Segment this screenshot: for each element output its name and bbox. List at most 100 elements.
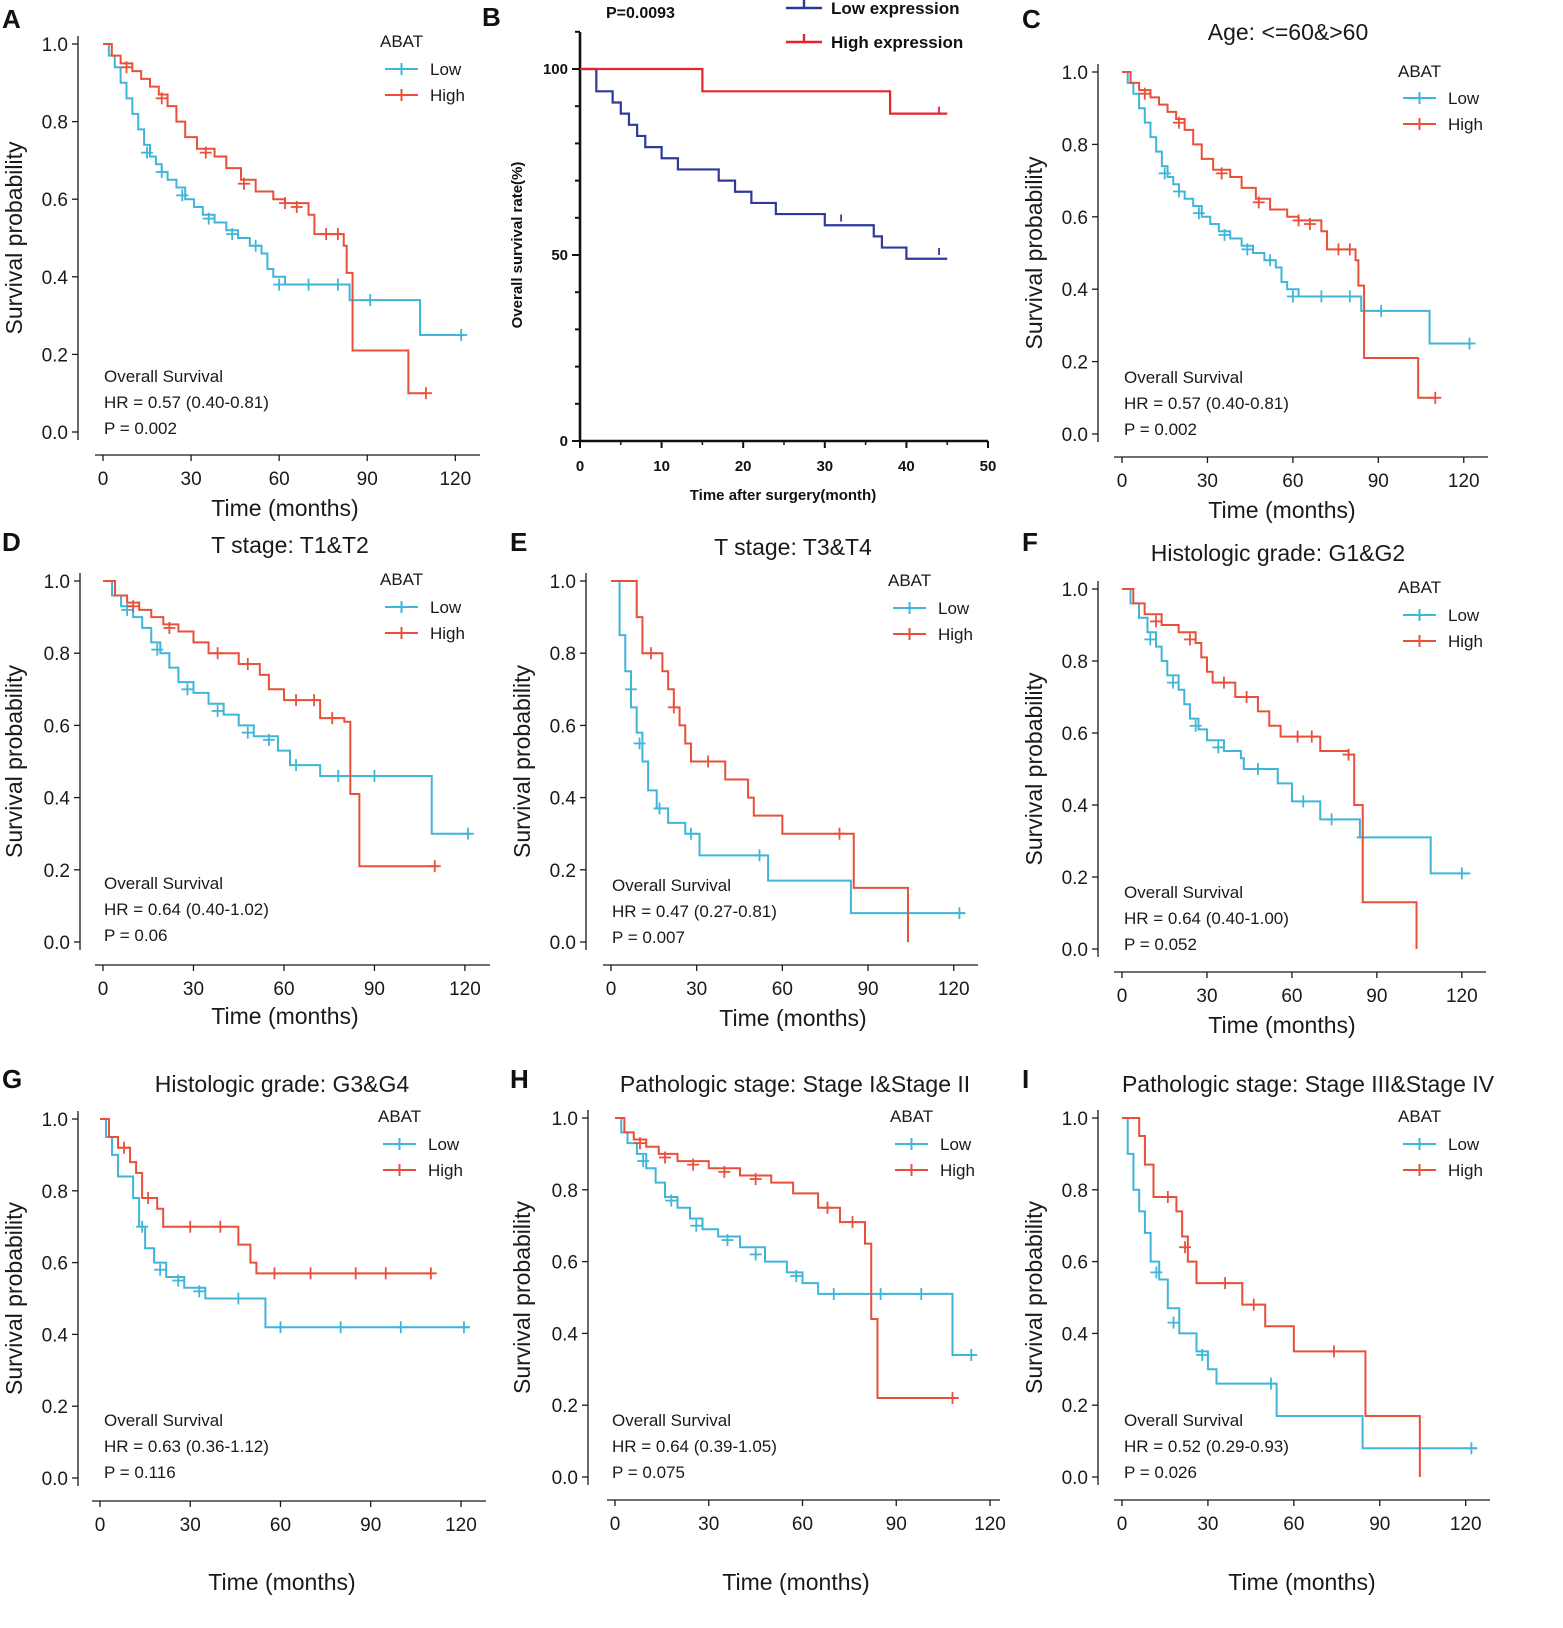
x-tick-label: 0 <box>95 1515 106 1536</box>
p-value: P = 0.007 <box>612 928 685 947</box>
x-tick-label: 20 <box>735 458 752 475</box>
y-axis-label: Survival probability <box>1021 1200 1047 1394</box>
y-axis-label: Survival probability <box>1021 156 1047 350</box>
panel-letter: A <box>2 4 21 34</box>
km-plot-a: A 0.0 0.2 0.4 0.6 0.8 1.0 0 30 60 90 120 Time (month… <box>1 4 480 521</box>
km-plot-b: B P=0.0093 0 50 100 0 10 20 30 40 50 Time after sur… <box>482 0 996 504</box>
y-tick-label: 0.8 <box>1062 135 1088 156</box>
legend-label-high: High <box>938 625 973 644</box>
x-tick-label: 90 <box>1368 471 1389 492</box>
p-value: P = 0.116 <box>104 1463 176 1482</box>
x-tick-label: 0 <box>98 469 109 490</box>
y-axis-label: Survival probability <box>1021 672 1047 866</box>
panel-letter: D <box>2 527 21 557</box>
p-value: P=0.0093 <box>606 5 675 22</box>
km-curve-low <box>615 1117 975 1356</box>
panel-i: I Pathologic stage: Stage III&Stage IV 0.0… <box>1020 1060 1541 1600</box>
x-tick-label: 120 <box>439 469 471 490</box>
y-tick-label: 0.0 <box>42 423 68 444</box>
panel-f: F Histologic grade: G1&G2 0.0 0.2 0.4 0.6 0.8 1… <box>1020 523 1541 1063</box>
panel-title: T stage: T1&T2 <box>211 532 369 558</box>
y-tick-label: 0.4 <box>42 1325 69 1346</box>
km-curve-high <box>1122 1117 1421 1477</box>
km-plot-f: F Histologic grade: G1&G2 0.0 0.2 0.4 0.6 0.8 1… <box>1021 527 1486 1038</box>
hazard-ratio: HR = 0.47 (0.27-0.81) <box>612 902 777 921</box>
panel-letter: F <box>1022 527 1038 557</box>
y-tick-label: 0.8 <box>44 644 70 665</box>
x-axis-label: Time (months) <box>1208 497 1355 523</box>
x-tick-label: 30 <box>1197 471 1218 492</box>
x-tick-label: 0 <box>606 979 617 1000</box>
y-tick-label: 0.0 <box>550 933 576 954</box>
y-tick-label: 0.0 <box>1062 1468 1088 1489</box>
legend-label-high: High <box>430 86 465 105</box>
legend-title: ABAT <box>380 570 423 589</box>
legend-title: ABAT <box>1398 578 1441 597</box>
stats-heading: Overall Survival <box>612 1411 731 1430</box>
x-tick-label: 0 <box>98 979 109 1000</box>
x-tick-label: 90 <box>357 469 378 490</box>
legend-label-low: Low expression <box>831 0 959 18</box>
legend-label-low: Low <box>430 598 462 617</box>
y-tick-label: 0.2 <box>552 1396 578 1417</box>
panel-d: D T stage: T1&T2 0.0 0.2 0.4 0.6 0.8 1.0 0 30 60 90… <box>0 523 521 1063</box>
y-tick-label: 100 <box>543 61 568 78</box>
panel-h: H Pathologic stage: Stage I&Stage II 0.0 0.… <box>508 1060 1029 1600</box>
y-tick-label: 0.0 <box>42 1469 68 1490</box>
y-tick-label: 1.0 <box>1062 63 1088 84</box>
x-axis-label: Time after surgery(month) <box>690 487 876 504</box>
stats-heading: Overall Survival <box>1124 883 1243 902</box>
legend-label-high: High <box>430 624 465 643</box>
hazard-ratio: HR = 0.57 (0.40-0.81) <box>104 393 269 412</box>
y-tick-label: 0.2 <box>1062 868 1088 889</box>
hazard-ratio: HR = 0.63 (0.36-1.12) <box>104 1437 269 1456</box>
x-tick-label: 120 <box>1446 986 1478 1007</box>
y-tick-label: 0.2 <box>1062 353 1088 374</box>
y-tick-label: 1.0 <box>552 1109 578 1130</box>
x-axis-label: Time (months) <box>719 1005 866 1031</box>
y-tick-label: 0.8 <box>552 1181 578 1202</box>
legend-label-low: Low <box>938 599 970 618</box>
km-curve-low-expression <box>580 67 948 260</box>
hazard-ratio: HR = 0.64 (0.40-1.00) <box>1124 909 1289 928</box>
panel-letter: G <box>2 1064 22 1094</box>
legend-title: ABAT <box>1398 62 1441 81</box>
y-axis-label: Survival probability <box>1 1201 27 1395</box>
x-tick-label: 60 <box>792 1514 813 1535</box>
x-tick-label: 30 <box>183 979 204 1000</box>
x-tick-label: 120 <box>445 1515 477 1536</box>
x-tick-label: 120 <box>938 979 970 1000</box>
x-tick-label: 90 <box>886 1514 907 1535</box>
panel-title: Histologic grade: G3&G4 <box>155 1071 410 1097</box>
y-axis-label: Survival probability <box>509 664 535 858</box>
y-tick-label: 1.0 <box>44 572 70 593</box>
y-tick-label: 0.0 <box>1062 425 1088 446</box>
x-tick-label: 40 <box>898 458 915 475</box>
legend-title: ABAT <box>888 571 931 590</box>
legend-label-high: High expression <box>831 33 963 52</box>
legend-label-high: High <box>1448 115 1483 134</box>
x-tick-label: 30 <box>1196 986 1217 1007</box>
y-tick-label: 0.4 <box>1062 796 1089 817</box>
legend-label-high: High <box>1448 632 1483 651</box>
x-axis-label: Time (months) <box>208 1569 355 1595</box>
x-tick-label: 30 <box>180 1515 201 1536</box>
x-axis-label: Time (months) <box>1208 1012 1355 1038</box>
panel-a: A 0.0 0.2 0.4 0.6 0.8 1.0 0 30 60 90 120 Time (month… <box>0 0 521 540</box>
panel-title: Histologic grade: G1&G2 <box>1151 540 1405 566</box>
stats-heading: Overall Survival <box>1124 1411 1243 1430</box>
x-tick-label: 30 <box>698 1514 719 1535</box>
hazard-ratio: HR = 0.52 (0.29-0.93) <box>1124 1437 1289 1456</box>
y-tick-label: 0.8 <box>1062 652 1088 673</box>
legend-title: ABAT <box>1398 1107 1441 1126</box>
panel-e: E T stage: T3&T4 0.0 0.2 0.4 0.6 0.8 1.0 0 30 60 90… <box>508 523 1029 1063</box>
legend-title: ABAT <box>890 1107 933 1126</box>
y-tick-label: 0.4 <box>552 1324 579 1345</box>
km-curve-high <box>1122 71 1436 399</box>
y-tick-label: 0.6 <box>44 716 70 737</box>
x-tick-label: 60 <box>270 1515 291 1536</box>
km-curve-high-expression <box>580 67 948 115</box>
km-plot-c: C Age: <=60&>60 0.0 0.2 0.4 0.6 0.8 1.0 0 30 60 90 1… <box>1021 4 1488 523</box>
y-tick-label: 0.8 <box>42 113 68 134</box>
panel-title: Pathologic stage: Stage I&Stage II <box>620 1071 970 1097</box>
